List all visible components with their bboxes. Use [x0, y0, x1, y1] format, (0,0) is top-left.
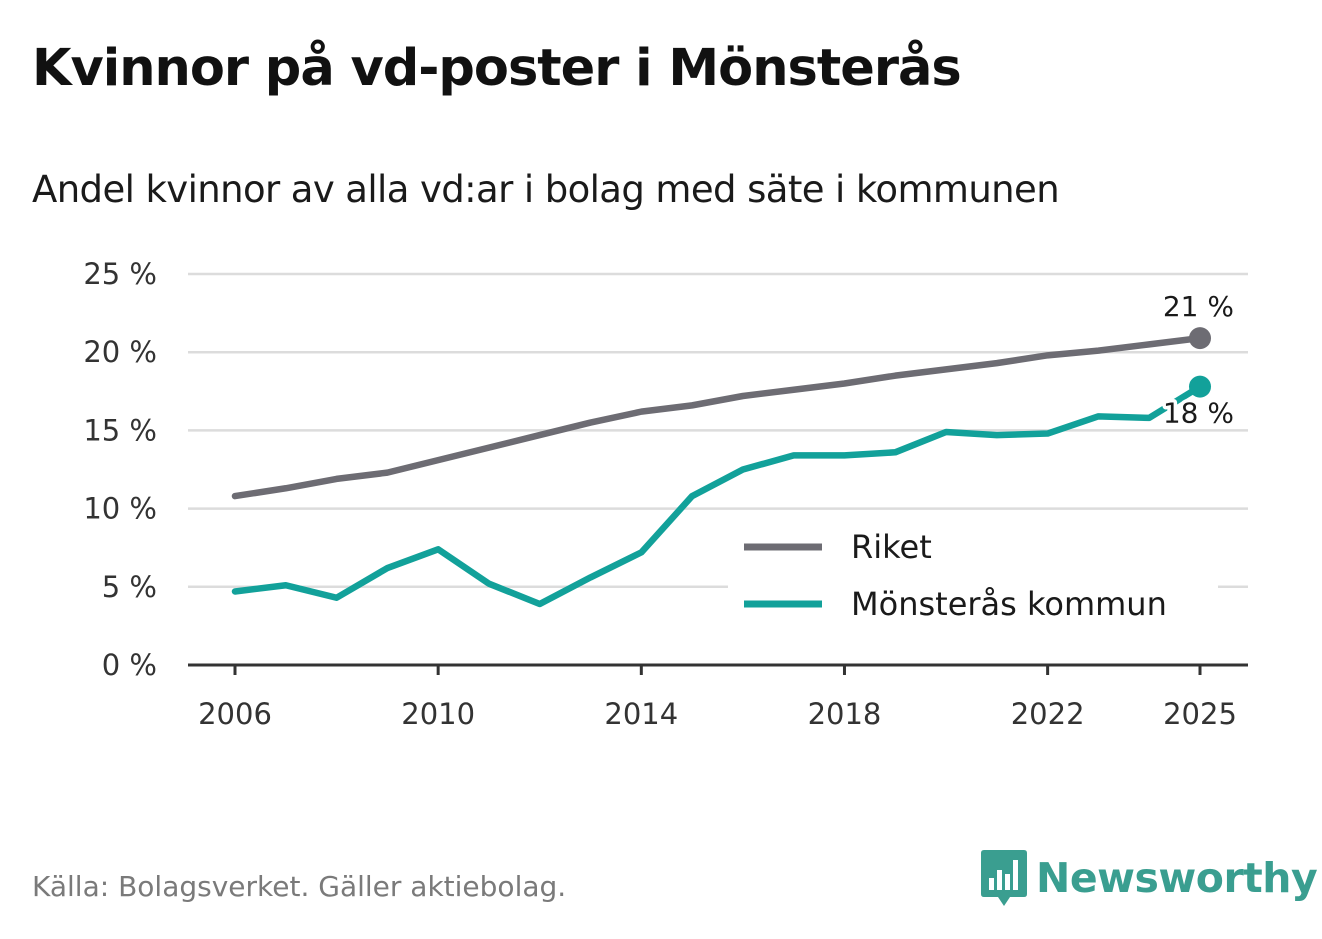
legend-label: Mönsterås kommun: [851, 585, 1167, 623]
series-line-monsteras: [231, 383, 1204, 608]
chart-title: Kvinnor på vd-poster i Mönsterås: [32, 39, 962, 98]
chart-subtitle: Andel kvinnor av alla vd:ar i bolag med …: [32, 168, 1060, 211]
x-tick-label: 2010: [401, 697, 475, 731]
end-value-label: 18 %: [1163, 397, 1234, 430]
end-label-halo: 21 %: [1163, 290, 1234, 323]
y-tick-label: 15 %: [83, 413, 157, 447]
end-value-label: 21 %: [1163, 290, 1234, 323]
legend: Riket Mönsterås kommun: [728, 518, 1218, 636]
y-axis-ticks: 0 % 5 % 10 % 15 % 20 % 25 %: [83, 257, 157, 682]
x-tick-label: 2006: [198, 697, 272, 731]
bar-chart-icon: [981, 850, 1027, 906]
x-tick-label: 2014: [604, 697, 678, 731]
y-tick-label: 10 %: [83, 492, 157, 526]
series-lines: [231, 334, 1204, 608]
y-tick-label: 0 %: [102, 648, 157, 682]
y-tick-label: 5 %: [102, 570, 157, 604]
end-label-halo: 18 %: [1163, 397, 1234, 430]
x-tick-label: 2025: [1163, 697, 1237, 731]
source-note: Källa: Bolagsverket. Gäller aktiebolag.: [32, 870, 567, 903]
series-end-points: 21 %21 %18 %18 %: [1159, 287, 1237, 433]
y-tick-label: 20 %: [83, 335, 157, 369]
x-tick-label: 2022: [1011, 697, 1085, 731]
x-tick-label: 2018: [808, 697, 882, 731]
legend-background: [728, 518, 1218, 636]
series-end-marker: [1189, 375, 1211, 398]
y-tick-label: 25 %: [83, 257, 157, 291]
series-line-riket: [231, 334, 1204, 500]
series-end-marker: [1189, 327, 1211, 350]
brand-name: Newsworthy: [1036, 854, 1318, 902]
legend-label: Riket: [851, 528, 932, 566]
x-axis: 2006 2010 2014 2018 2022 2025: [188, 663, 1248, 731]
newsworthy-logo: Newsworthy: [980, 846, 1318, 910]
